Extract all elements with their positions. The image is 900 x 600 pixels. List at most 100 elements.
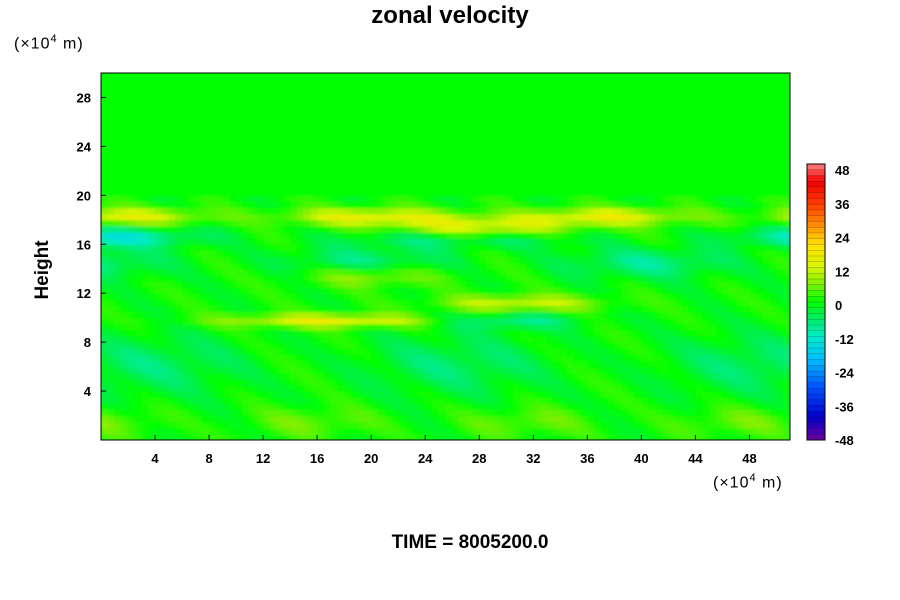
heatmap-cell xyxy=(411,403,420,411)
heatmap-cell xyxy=(648,140,656,148)
heatmap-cell xyxy=(438,238,447,245)
heatmap-cell xyxy=(567,164,575,172)
heatmap-cell xyxy=(607,317,615,325)
heatmap-cell xyxy=(499,305,507,313)
heatmap-cell xyxy=(729,403,737,411)
heatmap-cell xyxy=(283,287,291,294)
heatmap-cell xyxy=(607,201,615,209)
heatmap-cell xyxy=(411,391,420,398)
heatmap-cell xyxy=(398,421,406,429)
heatmap-cell xyxy=(735,287,744,294)
heatmap-cell xyxy=(141,232,149,239)
heatmap-cell xyxy=(600,317,609,325)
heatmap-cell xyxy=(465,384,474,392)
heatmap-cell xyxy=(377,219,386,227)
heatmap-cell xyxy=(411,342,420,349)
heatmap-cell xyxy=(587,170,595,178)
heatmap-cell xyxy=(350,293,359,300)
heatmap-cell xyxy=(715,403,724,411)
heatmap-cell xyxy=(459,225,467,233)
heatmap-cell xyxy=(398,183,406,190)
heatmap-cell xyxy=(121,164,129,172)
heatmap-cell xyxy=(155,329,163,337)
heatmap-cell xyxy=(411,170,420,178)
heatmap-cell xyxy=(161,164,170,172)
heatmap-cell xyxy=(249,146,257,154)
heatmap-cell xyxy=(310,274,318,282)
heatmap-cell xyxy=(121,176,129,184)
heatmap-cell xyxy=(290,336,298,343)
heatmap-cell xyxy=(614,152,622,160)
heatmap-cell xyxy=(398,329,406,337)
heatmap-cell xyxy=(567,317,575,325)
heatmap-cell xyxy=(681,250,690,258)
heatmap-cell xyxy=(702,360,710,368)
heatmap-cell xyxy=(398,201,406,209)
heatmap-cell xyxy=(182,311,190,319)
heatmap-cell xyxy=(735,366,744,374)
heatmap-cell xyxy=(600,146,609,154)
heatmap-cell xyxy=(418,140,426,148)
heatmap-cell xyxy=(371,280,379,288)
heatmap-cell xyxy=(411,201,420,209)
heatmap-cell xyxy=(783,397,790,404)
heatmap-cell xyxy=(398,158,406,166)
heatmap-cell xyxy=(735,384,744,392)
heatmap-cell xyxy=(506,329,514,337)
heatmap-cell xyxy=(337,384,345,392)
heatmap-cell xyxy=(756,262,764,270)
heatmap-cell xyxy=(148,360,156,368)
heatmap-cell xyxy=(573,409,582,417)
heatmap-cell xyxy=(222,384,230,392)
heatmap-cell xyxy=(641,201,649,209)
heatmap-cell xyxy=(357,354,366,362)
heatmap-cell xyxy=(526,287,534,294)
heatmap-cell xyxy=(499,421,507,429)
heatmap-cell xyxy=(371,384,379,392)
heatmap-cell xyxy=(161,201,170,209)
heatmap-cell xyxy=(459,384,467,392)
heatmap-cell xyxy=(702,354,710,362)
heatmap-cell xyxy=(742,256,751,264)
heatmap-cell xyxy=(681,342,690,349)
heatmap-cell xyxy=(533,391,541,398)
heatmap-cell xyxy=(344,391,352,398)
heatmap-cell xyxy=(168,250,176,258)
heatmap-cell xyxy=(411,293,420,300)
heatmap-cell xyxy=(337,427,345,435)
heatmap-cell xyxy=(290,146,298,154)
heatmap-cell xyxy=(310,348,318,355)
heatmap-cell xyxy=(580,280,588,288)
heatmap-cell xyxy=(506,433,514,440)
heatmap-cell xyxy=(121,146,129,154)
heatmap-cell xyxy=(141,305,149,313)
heatmap-cell xyxy=(499,366,507,374)
heatmap-cell xyxy=(161,372,170,380)
heatmap-cell xyxy=(445,293,453,300)
heatmap-cell xyxy=(425,323,433,331)
heatmap-cell xyxy=(121,280,129,288)
heatmap-cell xyxy=(654,225,663,233)
heatmap-cell xyxy=(749,146,757,154)
heatmap-cell xyxy=(425,170,433,178)
heatmap-cell xyxy=(317,244,325,251)
heatmap-cell xyxy=(708,176,717,184)
heatmap-cell xyxy=(202,372,210,380)
heatmap-cell xyxy=(411,415,420,423)
heatmap-cell xyxy=(330,415,339,423)
heatmap-cell xyxy=(546,250,555,258)
heatmap-cell xyxy=(141,158,149,166)
heatmap-cell xyxy=(513,421,521,429)
heatmap-cell xyxy=(459,238,467,245)
heatmap-cell xyxy=(654,397,663,404)
heatmap-cell xyxy=(276,311,284,319)
heatmap-cell xyxy=(148,384,156,392)
heatmap-cell xyxy=(337,176,345,184)
heatmap-cell xyxy=(553,207,561,215)
heatmap-cell xyxy=(506,152,514,160)
heatmap-cell xyxy=(296,140,305,148)
heatmap-cell xyxy=(708,238,717,245)
heatmap-cell xyxy=(215,397,224,404)
heatmap-cell xyxy=(317,164,325,172)
heatmap-cell xyxy=(425,274,433,282)
